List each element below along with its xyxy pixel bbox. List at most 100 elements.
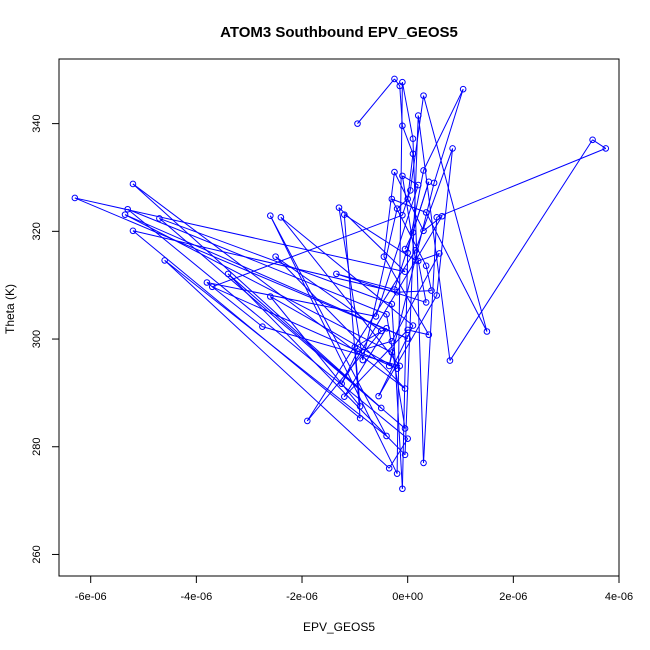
- data-point: [383, 310, 390, 318]
- series-segment: [362, 208, 398, 361]
- data-point: [414, 257, 422, 265]
- series-lines: [74, 78, 607, 489]
- data-point: [422, 299, 430, 306]
- series-segment: [412, 181, 430, 233]
- data-point: [377, 327, 385, 335]
- data-point: [388, 337, 396, 345]
- series-segment: [425, 265, 432, 291]
- series-segment: [449, 139, 594, 361]
- data-point: [203, 279, 211, 286]
- data-point: [272, 253, 279, 260]
- x-tick-label: -4e-06: [180, 591, 212, 603]
- series-segment: [344, 214, 416, 261]
- data-point: [388, 349, 396, 356]
- data-point: [383, 324, 390, 332]
- data-point: [356, 403, 364, 410]
- series-segment: [275, 256, 382, 332]
- data-point: [354, 120, 361, 127]
- series-segment: [336, 273, 427, 303]
- series-segment: [383, 172, 395, 257]
- data-point: [340, 211, 348, 218]
- series-segment: [404, 115, 419, 455]
- series-segment: [357, 340, 392, 352]
- data-point: [335, 204, 343, 211]
- series-segment: [425, 212, 488, 332]
- series-segment: [124, 214, 408, 339]
- series-segment: [397, 290, 432, 293]
- data-point: [399, 172, 406, 180]
- series-segment: [269, 215, 398, 474]
- series-segment: [280, 216, 414, 326]
- series-segment: [407, 329, 429, 336]
- series-segment: [343, 214, 361, 419]
- series-segment: [164, 260, 390, 469]
- data-point: [414, 181, 422, 189]
- series-segment: [343, 328, 387, 397]
- data-point: [409, 322, 417, 329]
- data-point: [425, 178, 433, 186]
- series-segment: [412, 138, 425, 463]
- data-point: [401, 385, 409, 392]
- series-segment: [401, 175, 417, 261]
- series-segment: [341, 215, 443, 384]
- series-segment: [417, 260, 427, 303]
- data-point: [420, 92, 427, 99]
- data-point: [420, 227, 427, 235]
- data-point: [414, 112, 422, 119]
- y-tick-label: 320: [31, 222, 43, 240]
- data-point: [267, 293, 274, 300]
- data-point: [71, 194, 79, 202]
- series-segment: [423, 88, 464, 171]
- data-point: [404, 326, 411, 334]
- y-tick-label: 300: [31, 330, 43, 348]
- data-point: [267, 212, 274, 220]
- data-point: [428, 287, 435, 294]
- y-tick-label: 280: [31, 438, 43, 456]
- data-point: [391, 168, 398, 176]
- x-tick-label: 0e+00: [392, 591, 423, 603]
- x-axis: -6e-06 -4e-06 -2e-06 0e+00 2e-06 4e-06: [75, 575, 633, 603]
- series-segment: [436, 148, 454, 296]
- data-point: [121, 211, 129, 218]
- y-tick-label: 340: [31, 114, 43, 132]
- data-point: [277, 214, 285, 221]
- plot-frame: [58, 58, 620, 577]
- data-point: [129, 180, 137, 188]
- series-segment: [336, 273, 395, 290]
- series-segment: [354, 327, 387, 348]
- data-point: [399, 78, 406, 86]
- data-point: [399, 211, 406, 219]
- series-segment: [212, 214, 403, 288]
- data-point: [224, 270, 232, 278]
- series-segment: [423, 217, 438, 463]
- data-point: [449, 145, 456, 152]
- series-segment: [433, 89, 464, 184]
- data-point: [124, 205, 131, 213]
- series-segment: [132, 230, 361, 419]
- data-point: [372, 313, 380, 320]
- series-segment: [401, 190, 411, 216]
- x-tick-label: -2e-06: [286, 591, 318, 603]
- x-axis-label: EPV_GEOS5: [303, 620, 375, 634]
- x-tick-label: -6e-06: [75, 591, 107, 603]
- data-point: [375, 392, 382, 400]
- data-point: [156, 215, 163, 222]
- data-point: [438, 212, 446, 220]
- series-segment: [127, 208, 387, 315]
- series-segment: [391, 198, 427, 213]
- data-point: [393, 205, 401, 213]
- data-point: [399, 122, 406, 130]
- data-point: [409, 150, 417, 158]
- data-point: [391, 286, 398, 293]
- data-point: [459, 85, 467, 93]
- data-point: [161, 257, 168, 264]
- series-segment: [306, 330, 382, 422]
- y-tick-label: 260: [31, 545, 43, 563]
- series-segment: [227, 273, 406, 456]
- series-segment: [391, 253, 440, 342]
- data-point: [388, 195, 396, 203]
- series-segment: [338, 207, 364, 361]
- data-point: [401, 425, 409, 432]
- data-point: [393, 470, 401, 477]
